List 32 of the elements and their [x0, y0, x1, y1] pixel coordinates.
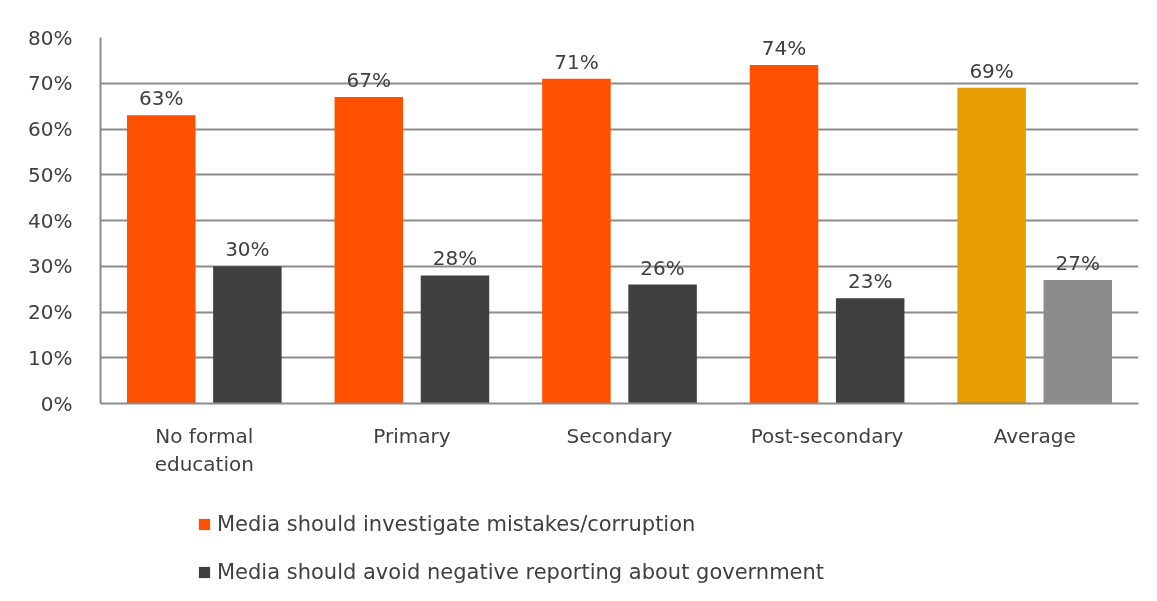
- bar: [957, 87, 1026, 404]
- data-label: 28%: [432, 246, 478, 271]
- bar: [126, 115, 196, 404]
- bar: [749, 64, 819, 404]
- bar: [213, 266, 282, 404]
- x-tick-label: Post-secondary: [750, 423, 904, 448]
- data-label: 74%: [761, 35, 807, 60]
- bar: [835, 298, 905, 404]
- bar: [420, 275, 490, 404]
- y-tick-label: 80%: [28, 25, 73, 50]
- x-tick-label: No formal education: [154, 423, 254, 477]
- y-tick-label: 10%: [28, 345, 73, 370]
- data-label: 69%: [969, 58, 1014, 83]
- y-tick-label: 70%: [28, 71, 73, 96]
- y-tick-label: 30%: [28, 254, 73, 279]
- x-tick-label: Secondary: [566, 423, 673, 448]
- bar: [334, 96, 404, 404]
- y-tick-label: 50%: [28, 162, 73, 187]
- y-tick-label: 40%: [28, 208, 73, 233]
- data-label: 30%: [225, 237, 270, 262]
- bar: [628, 284, 697, 404]
- x-tick-label: Average: [993, 423, 1076, 448]
- y-tick-label: 60%: [28, 117, 73, 141]
- y-tick-label: 20%: [28, 300, 73, 324]
- y-tick-label: 0%: [40, 391, 73, 416]
- data-label: 23%: [847, 269, 893, 294]
- legend-label: Media should avoid negative reporting about government: [217, 560, 825, 584]
- bar: [542, 78, 611, 404]
- x-tick-label: Primary: [373, 423, 451, 448]
- data-label: 63%: [139, 86, 184, 111]
- legend-label: Media should investigate mistakes/corruption: [217, 512, 696, 536]
- data-label: 71%: [554, 49, 599, 74]
